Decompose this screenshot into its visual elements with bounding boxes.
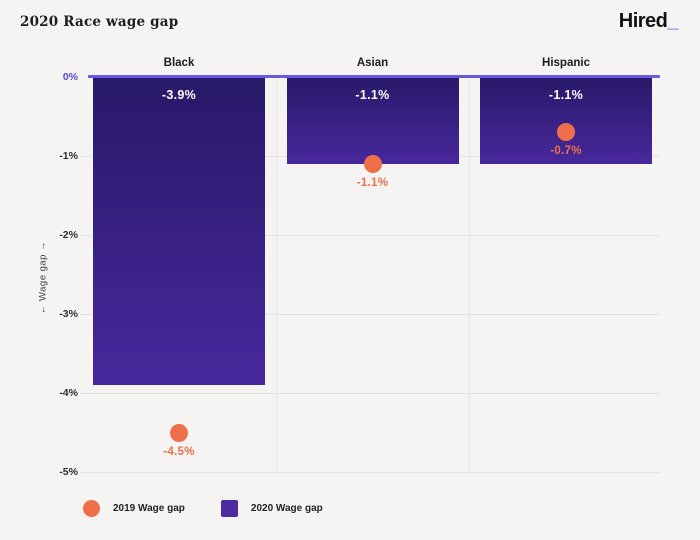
legend-swatch-2019-circle	[83, 500, 100, 517]
category-label-black: Black	[163, 57, 195, 69]
y-tick-0%: 0%	[62, 71, 78, 83]
hired-logo: Hired_	[618, 10, 679, 33]
y-tick--2%: -2%	[59, 229, 78, 241]
y-tick--5%: -5%	[59, 466, 78, 478]
bar-value-black: -3.9%	[161, 88, 197, 102]
point-value-asian: -1.1%	[356, 176, 389, 189]
point-2019-asian	[363, 154, 382, 173]
point-2019-hispanic	[557, 123, 575, 142]
point-value-hispanic: -0.7%	[550, 145, 582, 158]
zero-axis-line	[88, 74, 660, 78]
point-2019-black	[170, 423, 188, 442]
hired-logo-text: Hired	[618, 10, 668, 32]
bar-black	[93, 77, 265, 386]
legend: 2019 Wage gap 2020 Wage gap	[83, 500, 323, 517]
bar-value-asian: -1.1%	[355, 88, 390, 102]
point-value-black: -4.5%	[163, 445, 195, 458]
gridline--5%	[80, 471, 660, 473]
legend-item-2019: 2019 Wage gap	[83, 500, 185, 517]
category-label-asian: Asian	[356, 57, 389, 69]
bar-asian	[286, 77, 459, 164]
legend-item-2020: 2020 Wage gap	[220, 500, 323, 517]
column-separator	[275, 77, 277, 472]
chart-title: 2020 Race wage gap	[20, 14, 179, 30]
gridline--4%	[80, 392, 660, 394]
gridline--2%	[80, 234, 660, 236]
bar-hispanic	[480, 77, 652, 164]
y-tick--4%: -4%	[59, 387, 78, 399]
legend-swatch-2020-square	[220, 500, 238, 517]
column-separator	[469, 77, 471, 472]
y-axis-title: ← Wage gap →	[37, 240, 49, 315]
gridline--3%	[80, 313, 660, 315]
hired-logo-underscore: _	[667, 10, 678, 32]
bar-value-hispanic: -1.1%	[548, 88, 584, 102]
category-label-hispanic: Hispanic	[542, 57, 590, 69]
legend-label-2020: 2020 Wage gap	[250, 503, 323, 514]
y-tick--3%: -3%	[59, 308, 78, 320]
y-tick--1%: -1%	[59, 150, 78, 162]
legend-label-2019: 2019 Wage gap	[113, 503, 185, 514]
